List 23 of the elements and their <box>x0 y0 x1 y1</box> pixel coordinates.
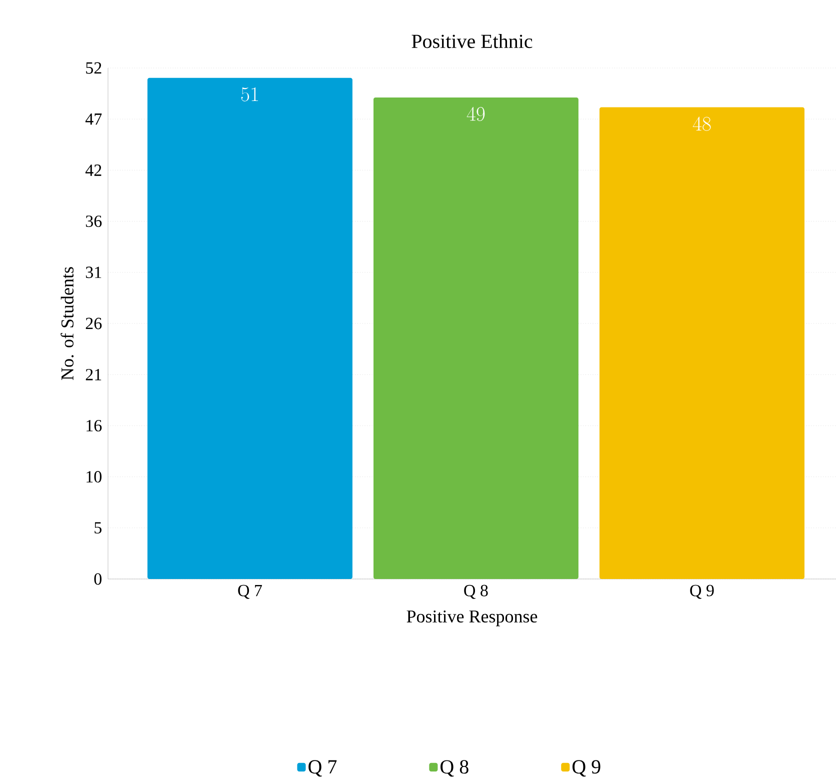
y-tick-label: 10 <box>86 471 102 483</box>
y-tick-label: 26 <box>86 318 102 330</box>
x-tick-label: Q 7 <box>238 584 262 599</box>
x-tick-label: Q 8 <box>464 584 488 599</box>
legend-label: Q 8 <box>440 760 468 777</box>
data-label: 51 <box>241 87 258 102</box>
y-tick-label: 5 <box>94 522 102 534</box>
x-tick-label: Q 9 <box>690 584 714 599</box>
y-tick-label: 36 <box>86 216 102 228</box>
y-tick-label: 31 <box>86 266 102 278</box>
y-tick-label: 52 <box>86 62 102 74</box>
y-tick-label: 42 <box>85 164 102 176</box>
y-tick-label: 16 <box>86 420 102 432</box>
x-axis-title: Positive Response <box>406 610 538 626</box>
legend-label: Q 7 <box>308 760 337 777</box>
y-tick-label: 21 <box>86 368 102 380</box>
data-label: 49 <box>466 106 485 122</box>
y-tick-label: 0 <box>94 573 102 585</box>
legend-label: Q 9 <box>572 760 600 777</box>
data-label: 48 <box>692 116 711 131</box>
y-axis-title: No. of Students <box>60 267 74 380</box>
y-tick-label: 47 <box>85 114 102 125</box>
chart-title: Positive Ethnic <box>412 34 532 48</box>
